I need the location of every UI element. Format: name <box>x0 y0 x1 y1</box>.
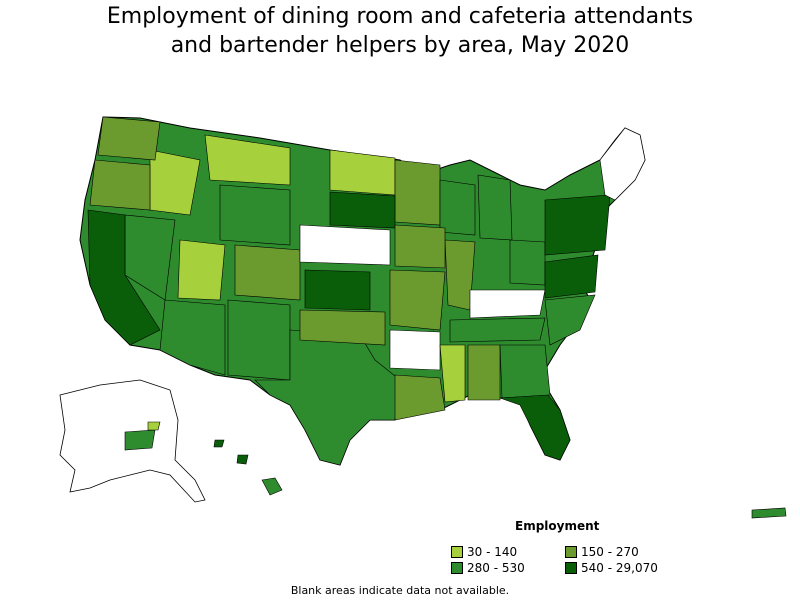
region-dakotas-south <box>329 191 396 229</box>
map-title: Employment of dining room and cafeteria … <box>0 2 800 60</box>
hawaii-big-island <box>261 477 283 496</box>
region-missouri <box>389 269 446 331</box>
region-louisiana <box>394 374 446 421</box>
alaska-region-1 <box>124 429 156 451</box>
region-arizona <box>159 299 226 376</box>
hawaii <box>213 439 283 496</box>
contiguous-us <box>79 116 646 466</box>
legend-item-540-29070: 540 - 29,070 <box>565 561 658 575</box>
region-texas <box>254 329 401 466</box>
alaska-region-2 <box>147 421 161 431</box>
title-line-2: and bartender helpers by area, May 2020 <box>170 33 630 58</box>
region-wyoming <box>219 184 291 246</box>
legend-label: 280 - 530 <box>467 561 525 575</box>
legend-item-30-140: 30 - 140 <box>451 545 517 559</box>
region-pennsylvania-ny <box>544 194 611 256</box>
legend-title: Employment <box>515 519 600 533</box>
region-oklahoma <box>299 309 386 346</box>
region-ohio <box>509 239 546 286</box>
legend-item-280-530: 280 - 530 <box>451 561 525 575</box>
legend-swatch <box>451 562 463 574</box>
legend-swatch <box>565 562 577 574</box>
legend-label: 150 - 270 <box>581 545 639 559</box>
region-wisconsin <box>439 179 476 236</box>
legend-swatch <box>451 546 463 558</box>
hawaii-oahu <box>213 439 225 448</box>
region-virginia <box>544 254 599 299</box>
region-carolinas <box>544 294 596 346</box>
region-new-england <box>599 127 646 201</box>
alaska <box>59 379 206 503</box>
legend-swatch <box>565 546 577 558</box>
region-washington <box>97 116 161 161</box>
hawaii-maui <box>236 454 249 465</box>
region-new-mexico <box>227 299 291 381</box>
region-mississippi <box>439 344 466 403</box>
region-florida <box>499 394 571 461</box>
puerto-rico <box>751 507 787 519</box>
footnote: Blank areas indicate data not available. <box>290 584 510 597</box>
region-nebraska <box>299 224 391 266</box>
region-utah <box>177 239 226 301</box>
region-alabama <box>467 344 501 401</box>
region-montana <box>204 134 291 186</box>
region-kentucky <box>469 289 546 319</box>
region-tennessee <box>449 317 546 343</box>
region-north-dakota <box>329 149 396 196</box>
region-michigan <box>477 174 513 241</box>
legend-label: 540 - 29,070 <box>581 561 658 575</box>
legend-label: 30 - 140 <box>467 545 518 559</box>
legend-item-150-270: 150 - 270 <box>565 545 639 559</box>
region-iowa <box>394 224 446 269</box>
region-minnesota <box>394 159 441 226</box>
puerto-rico-shape <box>751 507 787 519</box>
region-kansas <box>304 269 371 311</box>
region-arkansas <box>389 329 441 371</box>
region-colorado <box>234 244 301 301</box>
title-line-1: Employment of dining room and cafeteria … <box>106 4 694 29</box>
region-georgia <box>499 344 551 399</box>
region-oregon <box>89 159 151 211</box>
region-california <box>87 209 161 346</box>
